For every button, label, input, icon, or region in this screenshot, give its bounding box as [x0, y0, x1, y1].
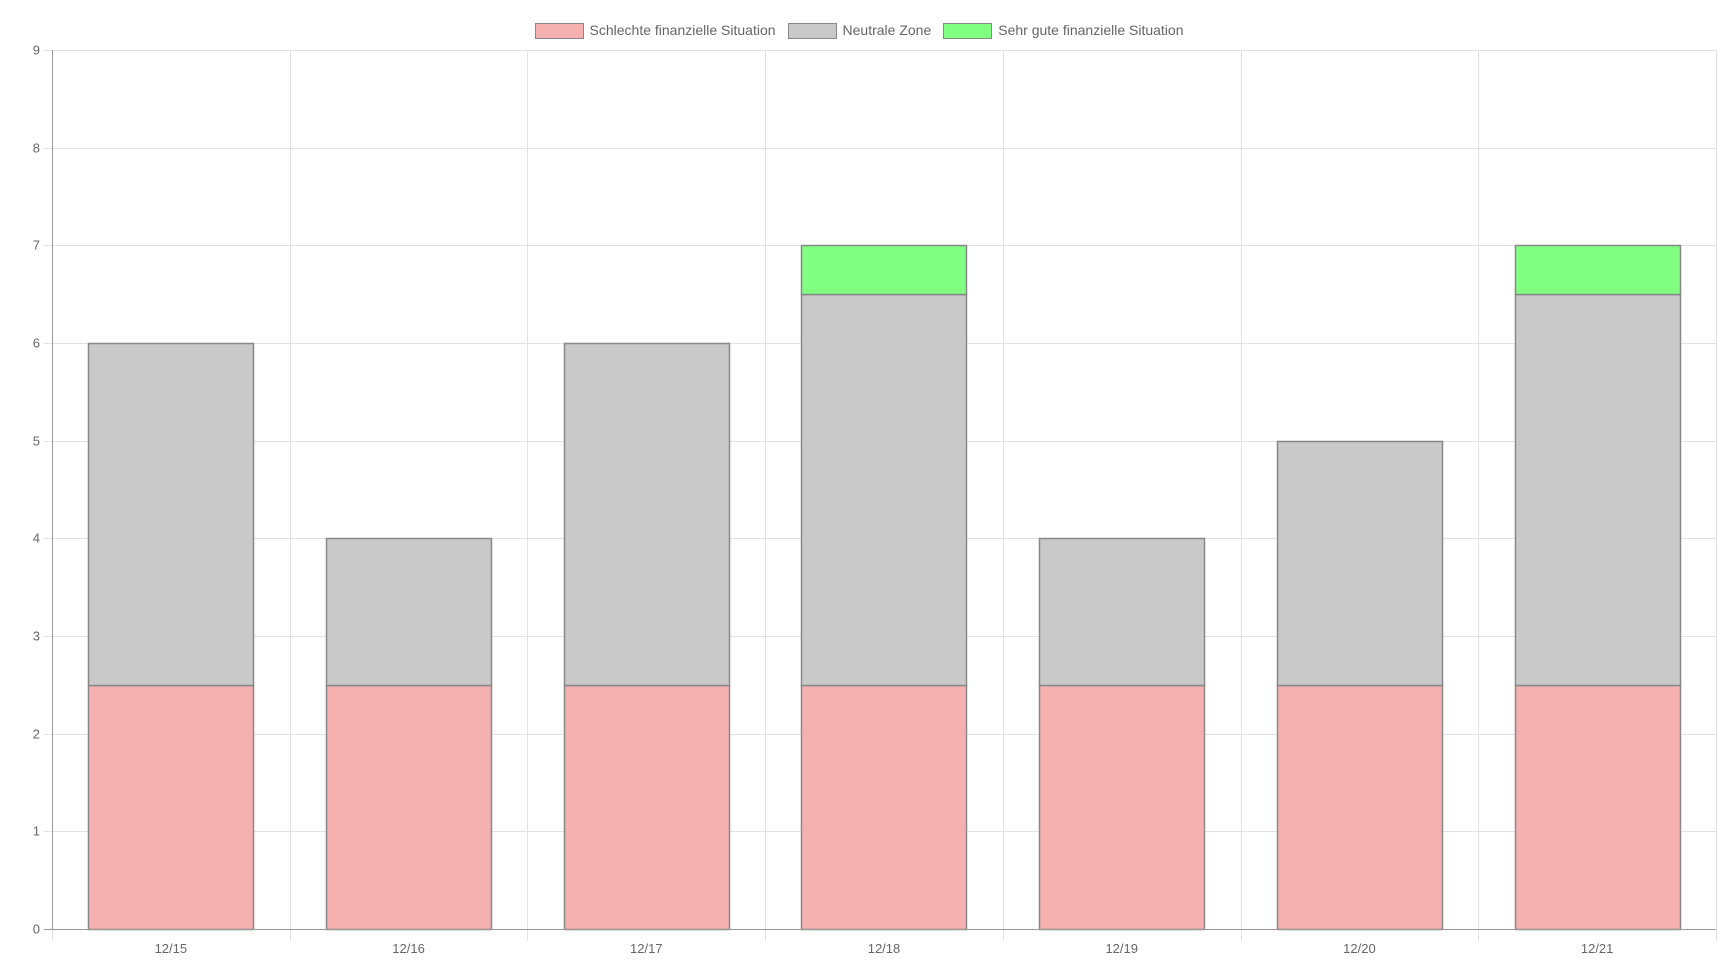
y-tick-label: 3	[33, 629, 40, 644]
y-tick-label: 7	[33, 238, 40, 253]
bars	[87, 244, 1682, 931]
bar-segment	[1038, 684, 1206, 931]
legend: Schlechte finanzielle Situation Neutrale …	[535, 22, 1184, 39]
y-tick-label: 0	[33, 922, 40, 937]
x-tick-label: 12/18	[868, 941, 901, 956]
bar-segment	[1514, 684, 1682, 931]
bar-segment	[87, 684, 255, 931]
bar-segment	[1514, 293, 1682, 687]
bar-segment	[800, 244, 968, 296]
bar-segment	[1038, 537, 1206, 687]
y-tick-label: 5	[33, 434, 40, 449]
axes: 0 1 2 3 4 5 6 7 8 9 12/15 12/16 12/17 12/18 12/19 12/20…	[33, 43, 1716, 956]
legend-item[interactable]: Schlechte finanzielle Situation	[535, 22, 776, 39]
legend-item[interactable]: Neutrale Zone	[788, 22, 932, 39]
legend-swatch	[943, 23, 992, 39]
legend-item[interactable]: Sehr gute finanzielle Situation	[943, 22, 1184, 39]
legend-label: Schlechte finanzielle Situation	[590, 22, 776, 38]
y-tick-label: 2	[33, 727, 40, 742]
legend-label: Sehr gute finanzielle Situation	[998, 22, 1183, 38]
bar-segment	[1514, 244, 1682, 296]
x-tick-label: 12/16	[392, 941, 425, 956]
bar-segment	[563, 342, 731, 687]
bar-segment	[1276, 684, 1444, 931]
x-tick-label: 12/17	[630, 941, 663, 956]
bar-segment	[563, 684, 731, 931]
bar-segment	[325, 684, 493, 931]
x-tick-label: 12/19	[1105, 941, 1138, 956]
bar-segment	[87, 342, 255, 687]
y-tick-label: 4	[33, 531, 40, 546]
y-tick-label: 1	[33, 824, 40, 839]
y-tick-label: 6	[33, 336, 40, 351]
legend-label: Neutrale Zone	[843, 22, 932, 38]
bar-segment	[325, 537, 493, 687]
x-tick-label: 12/20	[1343, 941, 1376, 956]
x-tick-label: 12/15	[155, 941, 188, 956]
x-tick-label: 12/21	[1581, 941, 1614, 956]
legend-swatch	[788, 23, 837, 39]
legend-swatch	[535, 23, 584, 39]
bar-segment	[800, 684, 968, 931]
bar-segment	[800, 293, 968, 687]
bar-segment	[1276, 440, 1444, 687]
y-tick-label: 8	[33, 141, 40, 156]
y-tick-label: 9	[33, 43, 40, 58]
